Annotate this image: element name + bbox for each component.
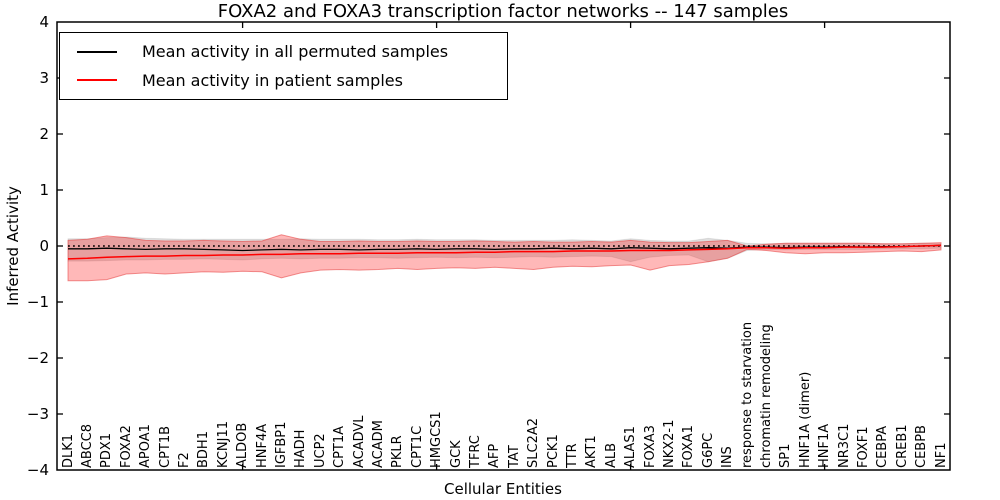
x-tick-label: chromatin remodeling xyxy=(758,324,774,468)
x-tick-label: AFP xyxy=(487,443,503,468)
confidence-bands xyxy=(67,234,942,282)
x-tick-label: FOXF1 xyxy=(855,426,871,468)
x-tick-label: BDH1 xyxy=(196,431,212,468)
x-axis-title: Cellular Entities xyxy=(444,480,562,498)
y-tick-label: −2 xyxy=(26,349,49,367)
x-tick-label: UCP2 xyxy=(312,433,328,468)
x-tick-label: NF1 xyxy=(933,442,949,468)
x-tick-label: F2 xyxy=(176,452,192,468)
y-tick-label: 3 xyxy=(39,69,49,87)
y-tick-label: −4 xyxy=(26,461,49,479)
legend-label: Mean activity in patient samples xyxy=(142,70,403,90)
x-tick-label: IGFBP1 xyxy=(273,421,289,468)
y-tick-label: 1 xyxy=(39,181,49,199)
x-tick-label: TAT xyxy=(506,445,522,468)
patient-band xyxy=(67,234,942,282)
x-tick-label: DLK1 xyxy=(60,433,76,468)
x-tick-label: CPT1B xyxy=(157,425,173,468)
y-tick-label: −1 xyxy=(26,293,49,311)
x-tick-label: SLC2A2 xyxy=(526,417,542,468)
x-tick-label: ACADVL xyxy=(351,415,367,468)
axis-ticks xyxy=(57,22,950,470)
x-tick-label: PDX1 xyxy=(99,432,115,468)
patient-line-swatch xyxy=(77,79,117,82)
x-tick-label: HNF4A xyxy=(254,423,270,468)
x-tick-label: CEBPB xyxy=(914,425,930,468)
x-tick-label: KCNJ11 xyxy=(215,421,231,468)
x-tick-label: ALDOB xyxy=(235,422,251,468)
x-tick-label: INS xyxy=(720,446,736,468)
x-tick-label: FOXA2 xyxy=(118,425,134,468)
x-tick-label: ALB xyxy=(603,442,619,468)
x-tick-label: CPT1A xyxy=(332,425,348,468)
x-tick-label: APOA1 xyxy=(138,424,154,468)
x-tick-label: TTR xyxy=(564,443,580,468)
x-tick-label: TFRC xyxy=(467,435,483,468)
x-tick-label: ABCC8 xyxy=(79,423,95,468)
x-tick-label: HMGCS1 xyxy=(429,411,445,468)
x-tick-label: HNF1A (dimer) xyxy=(797,371,813,468)
plot-border xyxy=(56,21,951,471)
x-tick-label: CREB1 xyxy=(894,424,910,468)
y-tick-label: −3 xyxy=(26,405,49,423)
x-tick-label: ALAS1 xyxy=(623,426,639,468)
x-tick-label: NKX2-1 xyxy=(661,419,677,468)
legend-item-patient: Mean activity in patient samples xyxy=(60,71,507,90)
y-axis-title: Inferred Activity xyxy=(4,186,22,306)
patient-mean-line xyxy=(67,244,942,260)
x-tick-label: CPT1C xyxy=(409,425,425,468)
x-tick-label: FOXA3 xyxy=(642,425,658,468)
x-tick-label: G6PC xyxy=(700,432,716,468)
x-tick-label: PKLR xyxy=(390,435,406,468)
x-tick-label: GCK xyxy=(448,440,464,468)
y-tick-label: 0 xyxy=(39,237,49,255)
y-tick-label: 2 xyxy=(39,125,49,143)
permuted-line-swatch xyxy=(77,50,117,53)
x-tick-label: HNF1A xyxy=(817,423,833,468)
x-tick-label: HADH xyxy=(293,429,309,468)
chart-title: FOXA2 and FOXA3 transcription factor net… xyxy=(217,1,789,22)
legend: Mean activity in all permuted samples Me… xyxy=(59,32,508,100)
legend-item-permuted: Mean activity in all permuted samples xyxy=(60,42,507,61)
x-tick-label: SP1 xyxy=(778,443,794,468)
x-tick-label: response to starvation xyxy=(739,321,755,468)
x-tick-label: FOXA1 xyxy=(681,425,697,468)
legend-label: Mean activity in all permuted samples xyxy=(142,42,449,62)
x-tick-label: AKT1 xyxy=(584,435,600,468)
x-tick-label: CEBPA xyxy=(875,425,891,468)
x-tick-label: PCK1 xyxy=(545,434,561,468)
x-tick-label: NR3C1 xyxy=(836,423,852,468)
x-tick-label: ACADM xyxy=(370,420,386,468)
y-tick-label: 4 xyxy=(39,13,49,31)
